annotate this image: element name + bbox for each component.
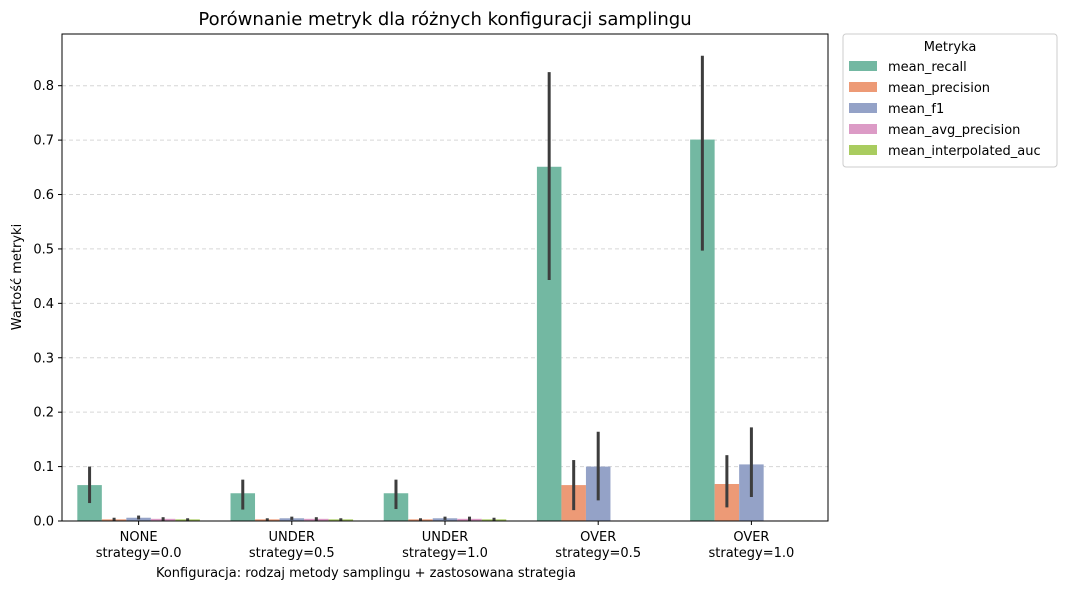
- x-tick-label-method: UNDER: [422, 530, 469, 545]
- y-tick-label: 0.8: [33, 79, 54, 94]
- legend-box: [842, 33, 1058, 168]
- x-axis-label: Konfiguracja: rodzaj metody samplingu + …: [156, 566, 576, 581]
- legend-label-mean_f1: mean_f1: [888, 102, 944, 117]
- x-tick-label-strategy: strategy=0.0: [96, 546, 182, 561]
- x-tick-label-strategy: strategy=1.0: [402, 546, 488, 561]
- x-tick-label-method: UNDER: [269, 530, 316, 545]
- x-tick-label-strategy: strategy=0.5: [249, 546, 335, 561]
- legend-label-mean_recall: mean_recall: [888, 60, 967, 75]
- legend-title: Metryka: [924, 40, 977, 55]
- y-tick-label: 0.0: [33, 515, 54, 530]
- x-tick-label-method: OVER: [580, 530, 616, 545]
- legend-swatch-mean_f1: [849, 103, 877, 113]
- x-axis: NONEstrategy=0.0UNDERstrategy=0.5UNDERst…: [96, 521, 795, 561]
- legend-swatch-mean_precision: [849, 82, 877, 92]
- x-tick-label-method: NONE: [120, 530, 158, 545]
- y-tick-label: 0.4: [33, 297, 54, 312]
- legend-swatch-mean_avg_precision: [849, 124, 877, 134]
- legend-swatch-mean_recall: [849, 61, 877, 71]
- chart-title: Porównanie metryk dla różnych konfigurac…: [198, 9, 691, 30]
- legend-label-mean_interpolated_auc: mean_interpolated_auc: [888, 144, 1041, 159]
- y-tick-label: 0.7: [33, 134, 54, 149]
- y-tick-label: 0.3: [33, 351, 54, 366]
- legend-label-mean_avg_precision: mean_avg_precision: [888, 123, 1020, 138]
- x-tick-label-method: OVER: [733, 530, 769, 545]
- legend: Metryka mean_recall mean_precision mean_f1m…: [842, 33, 1058, 168]
- x-tick-label-strategy: strategy=1.0: [709, 546, 795, 561]
- y-tick-label: 0.6: [33, 188, 54, 203]
- legend-label-mean_precision: mean_precision: [888, 81, 990, 96]
- y-axis: 0.0 0.1 0.2 0.3 0.4 0.5 0.6 0.7 0.8: [33, 79, 62, 530]
- error-bars-layer: [88, 55, 753, 521]
- y-tick-label: 0.5: [33, 242, 54, 257]
- legend-swatch-mean_interpolated_auc: [849, 145, 877, 155]
- y-tick-label: 0.2: [33, 406, 54, 421]
- y-axis-label: Wartość metryki: [10, 224, 25, 330]
- x-tick-label-strategy: strategy=0.5: [555, 546, 641, 561]
- y-tick-label: 0.1: [33, 460, 54, 475]
